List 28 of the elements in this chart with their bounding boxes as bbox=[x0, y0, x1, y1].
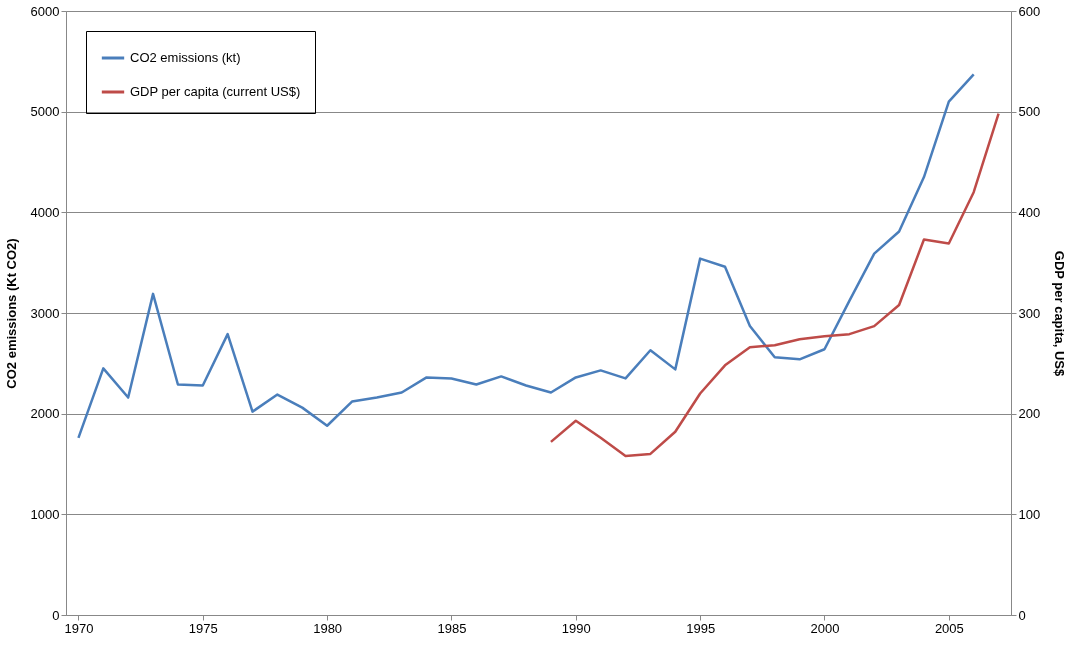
line-series bbox=[549, 112, 1000, 458]
y-tick-label: 6000 bbox=[30, 3, 60, 19]
y2-tick-label: 400 bbox=[1018, 204, 1041, 220]
y-tick-label: 1000 bbox=[30, 506, 60, 522]
x-tick-label: 1975 bbox=[188, 620, 218, 636]
x-tick-label: 1985 bbox=[437, 620, 467, 636]
y2-tick-label: 600 bbox=[1018, 3, 1041, 19]
y-tick-label: 2000 bbox=[30, 406, 60, 422]
y2-tick-label: 500 bbox=[1018, 104, 1041, 120]
y2-tick-label: 200 bbox=[1018, 406, 1041, 422]
legend-label: GDP per capita (current US$) bbox=[130, 84, 301, 99]
x-tick-label: 2000 bbox=[810, 620, 840, 636]
y-tick-label: 0 bbox=[52, 607, 60, 623]
y2-tick-label: 300 bbox=[1018, 305, 1041, 321]
y2-tick-label: 100 bbox=[1018, 506, 1041, 522]
legend-label: CO2 emissions (kt) bbox=[130, 50, 241, 65]
y2-tick-label: 0 bbox=[1018, 607, 1026, 623]
y-tick-label: 3000 bbox=[30, 305, 60, 321]
x-tick-label: 1990 bbox=[561, 620, 591, 636]
x-tick-label: 2005 bbox=[934, 620, 964, 636]
x-tick-label: 1980 bbox=[313, 620, 343, 636]
x-tick-label: 1995 bbox=[686, 620, 716, 636]
y-axis-title: CO2 emissions (Kt CO2) bbox=[3, 238, 19, 389]
x-tick-label: 1970 bbox=[64, 620, 94, 636]
y2-axis-title: GDP per capita, US$ bbox=[1052, 250, 1068, 377]
line-series bbox=[77, 73, 975, 440]
y-tick-label: 4000 bbox=[30, 204, 60, 220]
y-tick-label: 5000 bbox=[30, 104, 60, 120]
